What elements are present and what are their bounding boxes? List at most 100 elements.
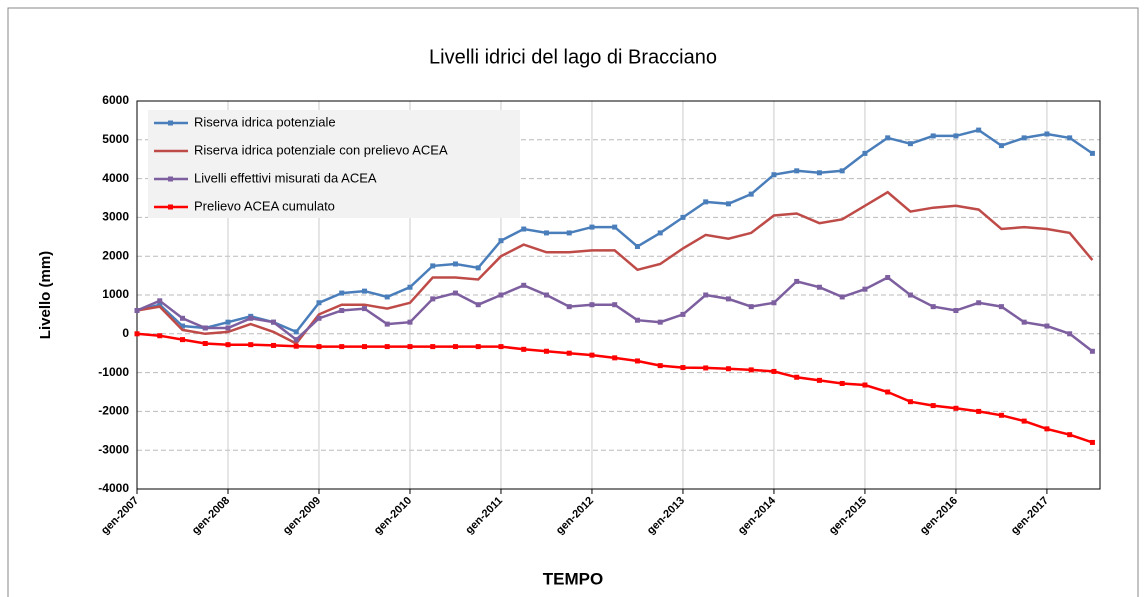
point-marker (179, 337, 185, 343)
point-marker (1044, 131, 1050, 137)
y-tick-label: -3000 (98, 442, 129, 456)
point-marker (248, 315, 254, 321)
chart-frame (7, 7, 1139, 597)
point-marker (316, 300, 322, 306)
point-marker (612, 302, 618, 308)
point-marker (475, 265, 481, 271)
point-marker (430, 344, 436, 350)
point-marker (794, 374, 800, 380)
y-tick-label: 4000 (102, 171, 129, 185)
point-marker (976, 408, 982, 414)
point-marker (430, 263, 436, 269)
point-marker (839, 294, 845, 300)
y-tick-label: 6000 (102, 93, 129, 107)
point-marker (953, 133, 959, 139)
point-marker (521, 282, 527, 288)
point-marker (566, 304, 572, 310)
point-marker (543, 230, 549, 236)
legend-label: Livelli effettivi misurati da ACEA (194, 170, 377, 185)
point-marker (657, 230, 663, 236)
point-marker (361, 288, 367, 294)
point-marker (270, 342, 276, 348)
point-marker (452, 344, 458, 350)
point-marker (293, 343, 299, 349)
point-marker (930, 304, 936, 310)
point-marker (1021, 135, 1027, 141)
legend-box (148, 110, 520, 218)
chart-title: Livelli idrici del lago di Bracciano (429, 46, 717, 68)
point-marker (134, 331, 140, 337)
point-marker (521, 226, 527, 232)
point-marker (430, 296, 436, 302)
point-marker (543, 292, 549, 298)
x-axis-label: TEMPO (543, 569, 603, 588)
y-tick-label: 2000 (102, 248, 129, 262)
point-marker (771, 300, 777, 306)
point-marker (134, 308, 140, 314)
point-marker (384, 294, 390, 300)
point-marker (316, 315, 322, 321)
point-marker (634, 317, 640, 323)
point-marker (179, 323, 185, 329)
point-marker (885, 389, 891, 395)
point-marker (1089, 348, 1095, 354)
point-marker (907, 141, 913, 147)
point-marker (680, 365, 686, 371)
point-marker (270, 319, 276, 325)
legend-label: Prelievo ACEA cumulato (194, 198, 335, 213)
point-marker (475, 302, 481, 308)
point-marker (1067, 135, 1073, 141)
point-marker (361, 306, 367, 312)
point-marker (748, 304, 754, 310)
point-marker (384, 344, 390, 350)
point-marker (657, 319, 663, 325)
legend-marker (168, 120, 173, 126)
y-tick-label: 0 (122, 326, 129, 340)
point-marker (157, 302, 163, 308)
y-tick-label: 3000 (102, 210, 129, 224)
point-marker (521, 346, 527, 352)
point-marker (157, 298, 163, 304)
point-marker (998, 143, 1004, 149)
point-marker (816, 284, 822, 290)
point-marker (771, 368, 777, 374)
point-marker (1089, 439, 1095, 445)
point-marker (566, 230, 572, 236)
y-tick-label: -4000 (98, 481, 129, 495)
legend-label: Riserva idrica potenziale con prelievo A… (194, 142, 448, 157)
legend-label: Riserva idrica potenziale (194, 114, 336, 129)
point-marker (862, 150, 868, 156)
point-marker (634, 358, 640, 364)
point-marker (452, 261, 458, 267)
point-marker (1067, 432, 1073, 438)
point-marker (293, 337, 299, 343)
point-marker (634, 244, 640, 249)
point-marker (202, 341, 208, 346)
point-marker (885, 135, 891, 141)
point-marker (907, 292, 913, 298)
point-marker (930, 403, 936, 409)
point-marker (998, 412, 1004, 418)
point-marker (885, 275, 891, 281)
point-marker (725, 366, 731, 372)
legend-marker (168, 176, 173, 182)
point-marker (657, 363, 663, 369)
point-marker (452, 290, 458, 296)
point-marker (293, 329, 299, 335)
point-marker (976, 300, 982, 306)
point-marker (907, 399, 913, 405)
point-marker (225, 342, 231, 348)
legend-marker (168, 204, 173, 210)
point-marker (1021, 319, 1027, 325)
point-marker (407, 344, 413, 350)
point-marker (475, 344, 481, 350)
point-marker (543, 348, 549, 354)
point-marker (816, 377, 822, 383)
y-tick-label: -1000 (98, 365, 129, 379)
point-marker (566, 350, 572, 356)
point-marker (339, 308, 345, 314)
point-marker (248, 342, 254, 348)
point-marker (225, 319, 231, 325)
point-marker (1067, 331, 1073, 337)
